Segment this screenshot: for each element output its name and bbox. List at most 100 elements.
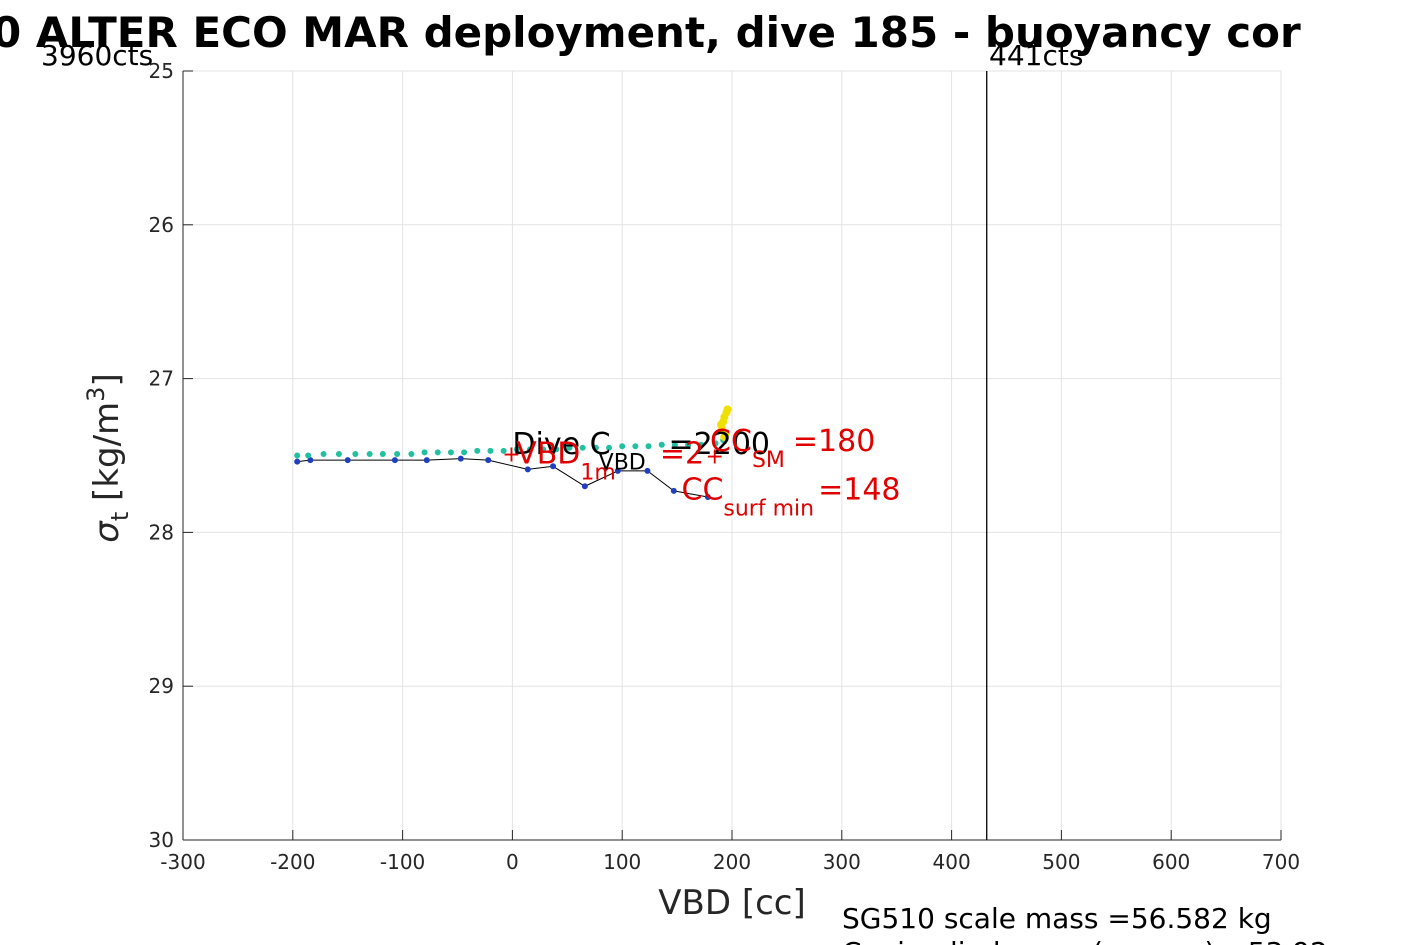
y-axis-label-subscript: t <box>106 512 134 521</box>
footer-line-2: C... implied mass (spongy) =53.92 <box>842 936 1328 945</box>
annotation-cc-surf-subscript: surf min <box>723 496 814 521</box>
data-point <box>606 444 613 451</box>
data-point <box>614 467 621 474</box>
data-point <box>487 447 494 454</box>
data-point <box>720 433 729 442</box>
annotation-vbd-1m-subscript: 1m <box>580 460 615 485</box>
annotation-vbd-small: VBD <box>599 451 646 476</box>
data-point <box>658 441 665 448</box>
y-axis-label-superscript: 3 <box>82 387 110 402</box>
data-point <box>500 447 507 454</box>
data-point <box>335 450 342 457</box>
x-tick-label: -300 <box>160 850 205 874</box>
annotation-cc-surf-label: CC <box>682 472 724 507</box>
annotation-cc-sm: CCSM =180 <box>710 424 875 473</box>
data-point <box>434 449 441 456</box>
data-point <box>513 446 520 453</box>
data-point <box>632 443 639 450</box>
data-point <box>421 449 428 456</box>
annotation-cc-surf-value: =148 <box>818 472 900 507</box>
y-axis-label-unit-close: ] <box>87 373 127 386</box>
data-point <box>457 455 464 462</box>
x-tick-label: 200 <box>713 850 751 874</box>
data-point <box>366 450 373 457</box>
x-tick-label: 400 <box>933 850 971 874</box>
data-point <box>704 494 711 501</box>
annotation-cc-sm-value: =180 <box>793 424 875 459</box>
data-point <box>712 440 719 447</box>
data-point <box>685 441 692 448</box>
x-tick-label: 700 <box>1262 850 1300 874</box>
right-limit-label: 441cts <box>989 39 1083 72</box>
data-point <box>698 441 705 448</box>
axis-layer: -300 -200 -100 0 100 200 300 400 500 600 700 25 26 27… <box>149 59 1301 874</box>
data-point <box>379 450 386 457</box>
plot-area: -300 -200 -100 0 100 200 300 400 500 600 700 25 26 27… <box>149 59 1301 874</box>
data-point <box>423 457 430 464</box>
series-line <box>297 458 708 498</box>
data-point <box>305 452 312 459</box>
annotation-vbd-1m-value: =2 <box>660 436 704 471</box>
data-point <box>579 444 586 451</box>
data-series <box>294 437 727 459</box>
data-point <box>645 443 652 450</box>
x-tick-label: 300 <box>823 850 861 874</box>
data-point <box>344 457 351 464</box>
x-tick-label: 500 <box>1042 850 1080 874</box>
annotation-cc-sm-subscript: SM <box>752 448 785 473</box>
data-point <box>474 447 481 454</box>
data-point <box>540 446 547 453</box>
data-point <box>447 449 454 456</box>
data-point <box>394 450 401 457</box>
x-tick-label: 0 <box>506 850 519 874</box>
footer-line-1: SG510 scale mass =56.582 kg <box>842 902 1272 935</box>
data-point <box>408 450 415 457</box>
annotation-vbd-1m-label: VBD <box>516 436 580 471</box>
data-point <box>307 457 314 464</box>
y-tick-label: 29 <box>149 674 174 698</box>
series-layer <box>294 405 732 501</box>
data-point <box>592 444 599 451</box>
annotation-dive-c-label: Dive C <box>512 427 610 462</box>
data-point <box>485 457 492 464</box>
x-tick-label: 100 <box>603 850 641 874</box>
x-tick-label: -200 <box>270 850 315 874</box>
data-point <box>294 458 301 465</box>
annotation-cc-surf-marker: + <box>706 444 724 469</box>
data-point <box>391 457 398 464</box>
data-series <box>294 455 711 501</box>
svg-text:σt [kg/m3]: σt [kg/m3] <box>82 373 134 542</box>
data-point <box>723 405 732 414</box>
annotation-cc-surf: CCsurf min=148 <box>682 472 901 521</box>
data-point <box>619 443 626 450</box>
y-tick-label: 26 <box>149 213 174 237</box>
data-point <box>352 450 359 457</box>
y-tick-label: 28 <box>149 520 174 544</box>
data-point <box>581 483 588 490</box>
y-axis-label-symbol: σ <box>87 520 127 543</box>
data-point <box>566 444 573 451</box>
x-tick-label: -100 <box>380 850 425 874</box>
left-limit-label: 3960cts <box>41 39 153 72</box>
y-axis-label: σt [kg/m3] <box>82 373 134 542</box>
data-point <box>320 450 327 457</box>
data-series <box>717 405 732 442</box>
y-tick-label: 25 <box>149 59 174 83</box>
x-tick-label: 600 <box>1152 850 1190 874</box>
data-point <box>461 449 468 456</box>
annotation-vbd-1m: VBD1m =2 <box>516 436 704 485</box>
y-tick-label: 27 <box>149 367 174 391</box>
data-point <box>644 467 651 474</box>
annotation-vbd-1m-marker: + <box>502 442 520 467</box>
data-point <box>670 487 677 494</box>
annotation-cc-sm-label: CC <box>710 424 752 459</box>
annotation-dive-c-value: =2200 <box>669 427 770 462</box>
annotation-dive-c: Dive C =2200 <box>512 427 770 462</box>
data-point <box>550 463 557 470</box>
chart-title: 0 ALTER ECO MAR deployment, dive 185 - b… <box>0 8 1301 57</box>
data-point <box>524 466 531 473</box>
data-point <box>294 452 301 459</box>
y-tick-label: 30 <box>149 828 174 852</box>
